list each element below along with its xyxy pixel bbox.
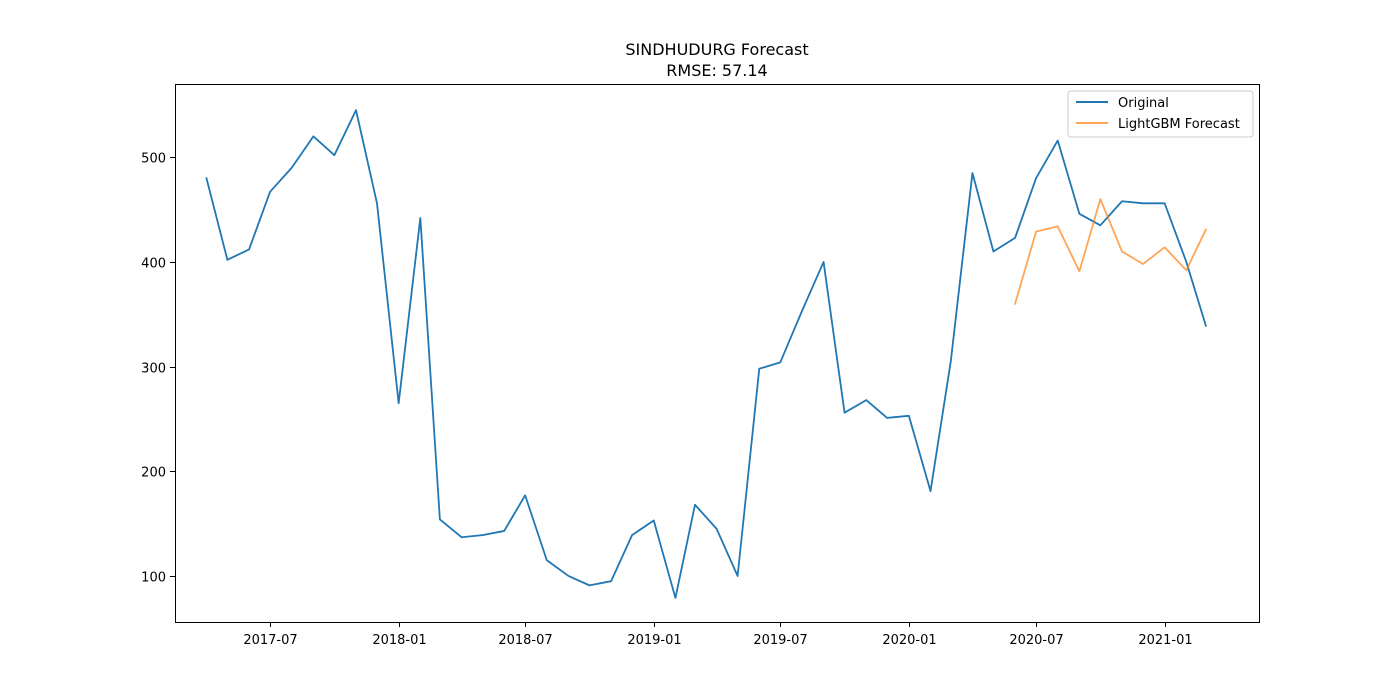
series-line-original: [205, 109, 1208, 599]
y-tick-label: 400: [141, 257, 166, 272]
x-tick-label: 2018-01: [372, 633, 426, 648]
y-tick-label: 100: [141, 571, 166, 586]
x-tick-label: 2018-07: [498, 633, 552, 648]
y-axis: 100 200 300 400 500: [141, 152, 175, 586]
legend-box: [1067, 90, 1254, 138]
x-tick-label: 2020-01: [882, 633, 936, 648]
y-tick-label: 500: [141, 152, 166, 167]
x-tick-label: 2019-01: [627, 633, 681, 648]
plot-frame: [175, 84, 1260, 623]
x-axis: 2017-07 2018-01 2018-07 2019-01 2019-07 2020-…: [243, 622, 1193, 648]
x-tick-label: 2019-07: [753, 633, 807, 648]
legend: Original LightGBM Forecast: [1067, 90, 1254, 138]
legend-label-original: Original: [1118, 96, 1169, 111]
chart-title: SINDHUDURG Forecast: [625, 40, 808, 59]
x-tick-label: 2020-07: [1009, 633, 1063, 648]
x-tick-label: 2017-07: [243, 633, 297, 648]
series-layer: [205, 109, 1208, 599]
x-tick-label: 2021-01: [1138, 633, 1192, 648]
series-line-forecast: [1013, 198, 1208, 305]
legend-label-forecast: LightGBM Forecast: [1118, 117, 1240, 132]
chart-subtitle: RMSE: 57.14: [666, 61, 767, 80]
y-tick-label: 300: [141, 362, 166, 377]
y-tick-label: 200: [141, 466, 166, 481]
